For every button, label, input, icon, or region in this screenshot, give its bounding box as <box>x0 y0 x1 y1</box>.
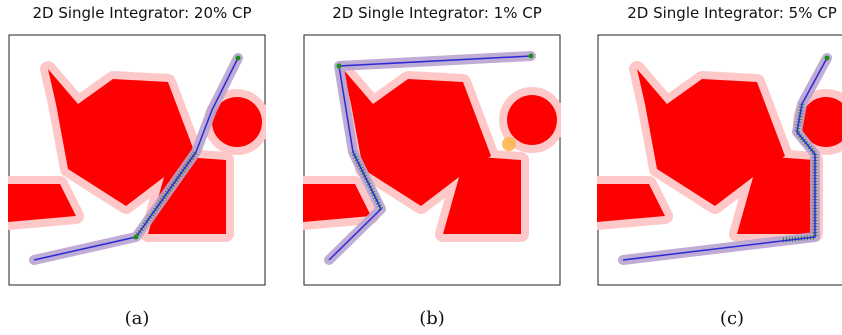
panel-a-title: 2D Single Integrator: 20% CP <box>32 4 252 22</box>
panel-b-path <box>328 55 532 261</box>
panel-c-title: 2D Single Integrator: 5% CP <box>627 4 837 22</box>
panel-a-obstacles <box>8 69 262 234</box>
panel-b-plot <box>303 34 561 286</box>
panel-a-goal <box>235 55 241 61</box>
panel-c-goal <box>824 55 830 61</box>
panel-c-caption: (c) <box>719 308 745 329</box>
panel-a-plot <box>8 34 266 286</box>
panel-b-goal <box>528 53 534 59</box>
panel-b-title: 2D Single Integrator: 1% CP <box>332 4 542 22</box>
panel-a-waypoint <box>133 234 139 240</box>
panel-b-waypoint <box>336 63 342 69</box>
panel-b-caption: (b) <box>419 308 445 329</box>
panel-b-obstacles <box>303 69 557 234</box>
panel-b-uncertain-point <box>502 137 516 151</box>
panel-c-path <box>622 57 828 261</box>
panel-a-caption: (a) <box>124 308 150 329</box>
panel-a-path <box>33 57 239 261</box>
panel-c-obstacles <box>597 69 842 234</box>
panel-c-plot <box>597 34 842 286</box>
